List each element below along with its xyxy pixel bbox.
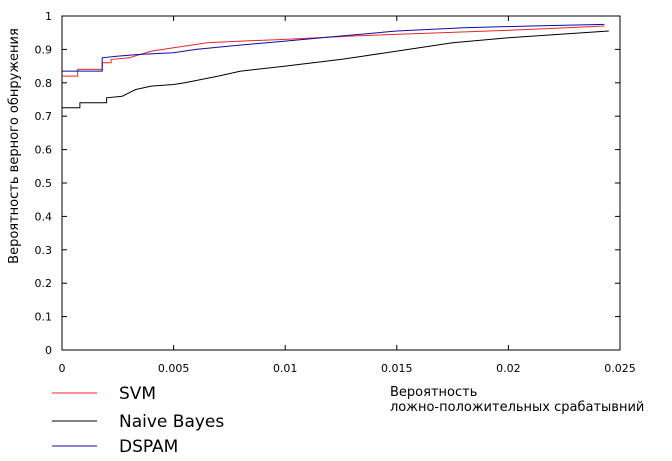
series-line-svm [62,25,605,77]
plot-frame [61,15,621,351]
legend-label-dspam: DSPAM [119,437,178,457]
y-tick-label: 0 [45,344,52,357]
x-tick-label: 0.005 [158,362,190,375]
y-tick-label: 0.4 [35,210,53,223]
legend: SVM Naive Bayes DSPAM [52,384,224,457]
x-tick-label: 0.02 [496,362,521,375]
x-axis-label-line-2: ложно-положительных срабатывний [390,400,644,415]
y-tick-label: 0.2 [35,277,53,290]
series-layer [62,23,609,109]
y-tick-label: 1 [45,10,52,23]
x-axis-label-line-1: Вероятность [390,385,477,400]
y-axis-label: Вероятность верного обнружения [7,28,22,264]
x-tick-label: 0 [59,362,66,375]
plot-border [61,15,621,351]
x-axis-ticks: 0 0.005 0.01 0.015 0.02 0.025 [59,16,636,375]
y-tick-label: 0.8 [35,77,53,90]
x-tick-label: 0.01 [273,362,298,375]
y-tick-label: 0.3 [35,244,53,257]
series-line-naive-bayes [62,30,609,109]
series-line-dspam [62,23,605,72]
x-tick-label: 0.015 [381,362,413,375]
x-tick-label: 0.025 [604,362,636,375]
y-tick-label: 0.6 [35,144,53,157]
legend-label-naive-bayes: Naive Bayes [119,412,224,432]
y-tick-label: 0.1 [35,311,53,324]
y-tick-label: 0.9 [35,43,53,56]
legend-label-svm: SVM [119,384,156,404]
y-tick-label: 0.7 [35,110,53,123]
y-tick-label: 0.5 [35,177,53,190]
y-axis-ticks: 0 0.1 0.2 0.3 0.4 0.5 0.6 0.7 0.8 0.9 1 [35,10,620,357]
